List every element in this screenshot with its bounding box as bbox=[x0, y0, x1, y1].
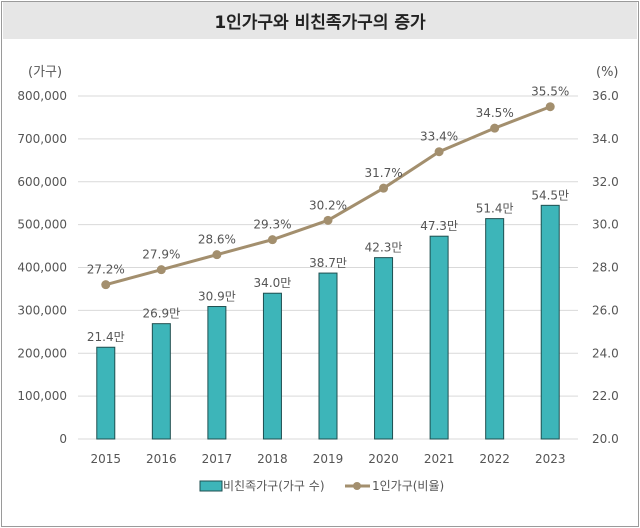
x-tick-label: 2018 bbox=[257, 452, 288, 466]
right-tick-label: 26.0 bbox=[592, 303, 619, 317]
line-data-label: 34.5% bbox=[476, 106, 514, 120]
line-point bbox=[156, 265, 166, 275]
x-tick-label: 2016 bbox=[146, 452, 177, 466]
right-tick-label: 30.0 bbox=[592, 218, 619, 232]
left-tick-label: 0 bbox=[59, 432, 67, 446]
right-tick-label: 22.0 bbox=[592, 389, 619, 403]
bar-data-label: 54.5만 bbox=[531, 188, 569, 202]
line-point bbox=[101, 280, 111, 290]
bar bbox=[374, 257, 394, 440]
bar bbox=[96, 346, 116, 440]
left-tick-label: 300,000 bbox=[17, 303, 67, 317]
left-tick-label: 700,000 bbox=[17, 132, 67, 146]
line-data-label: 33.4% bbox=[420, 130, 458, 144]
legend-line-label: 1인가구(비율) bbox=[372, 479, 444, 493]
left-tick-label: 500,000 bbox=[17, 218, 67, 232]
line-data-label: 27.9% bbox=[142, 248, 180, 262]
chart-title: 1인가구와 비친족가구의 증가 bbox=[3, 2, 637, 39]
legend-bar-label: 비친족가구(가구 수) bbox=[223, 479, 325, 493]
bar-data-label: 30.9만 bbox=[198, 290, 236, 304]
left-axis-unit: (가구) bbox=[28, 65, 62, 80]
bar bbox=[485, 218, 505, 440]
x-tick-label: 2019 bbox=[313, 452, 344, 466]
line-point bbox=[267, 235, 277, 245]
line-data-label: 27.2% bbox=[87, 263, 125, 277]
right-tick-label: 20.0 bbox=[592, 432, 619, 446]
line-point bbox=[434, 147, 444, 157]
line-point bbox=[379, 183, 389, 193]
x-tick-label: 2015 bbox=[91, 452, 122, 466]
right-tick-label: 36.0 bbox=[592, 89, 619, 103]
right-tick-label: 34.0 bbox=[592, 132, 619, 146]
bar bbox=[151, 323, 171, 440]
bar-data-label: 42.3만 bbox=[365, 241, 403, 255]
line-data-label: 30.2% bbox=[309, 198, 347, 212]
line-point bbox=[545, 102, 555, 112]
right-tick-label: 24.0 bbox=[592, 346, 619, 360]
line-data-label: 31.7% bbox=[364, 166, 402, 180]
line-data-label: 29.3% bbox=[253, 218, 291, 232]
left-tick-label: 100,000 bbox=[17, 389, 67, 403]
line-point bbox=[323, 215, 333, 225]
right-tick-label: 32.0 bbox=[592, 175, 619, 189]
bar-data-label: 26.9만 bbox=[142, 307, 180, 321]
left-tick-label: 200,000 bbox=[17, 346, 67, 360]
bar-data-label: 47.3만 bbox=[420, 219, 458, 233]
bar bbox=[318, 272, 338, 440]
x-tick-label: 2021 bbox=[424, 452, 455, 466]
bar-data-label: 34.0만 bbox=[254, 276, 292, 290]
right-tick-label: 28.0 bbox=[592, 261, 619, 275]
line-data-label: 35.5% bbox=[531, 85, 569, 99]
bar bbox=[429, 235, 449, 440]
x-tick-label: 2022 bbox=[479, 452, 510, 466]
legend-bar-swatch bbox=[199, 480, 223, 492]
left-tick-label: 800,000 bbox=[17, 89, 67, 103]
bar-data-label: 51.4만 bbox=[476, 202, 514, 216]
bar bbox=[262, 292, 282, 440]
left-tick-label: 400,000 bbox=[17, 261, 67, 275]
line-data-label: 28.6% bbox=[198, 233, 236, 247]
x-tick-label: 2017 bbox=[202, 452, 233, 466]
bar-data-label: 21.4만 bbox=[87, 330, 125, 344]
left-tick-label: 600,000 bbox=[17, 175, 67, 189]
x-tick-label: 2020 bbox=[368, 452, 399, 466]
line-point bbox=[490, 123, 500, 133]
right-axis-unit: (%) bbox=[596, 65, 619, 80]
bar-data-label: 38.7만 bbox=[309, 256, 347, 270]
line-point bbox=[212, 250, 222, 260]
bar bbox=[207, 306, 227, 440]
bar bbox=[540, 204, 560, 440]
legend-line-marker bbox=[353, 482, 361, 490]
x-tick-label: 2023 bbox=[535, 452, 566, 466]
